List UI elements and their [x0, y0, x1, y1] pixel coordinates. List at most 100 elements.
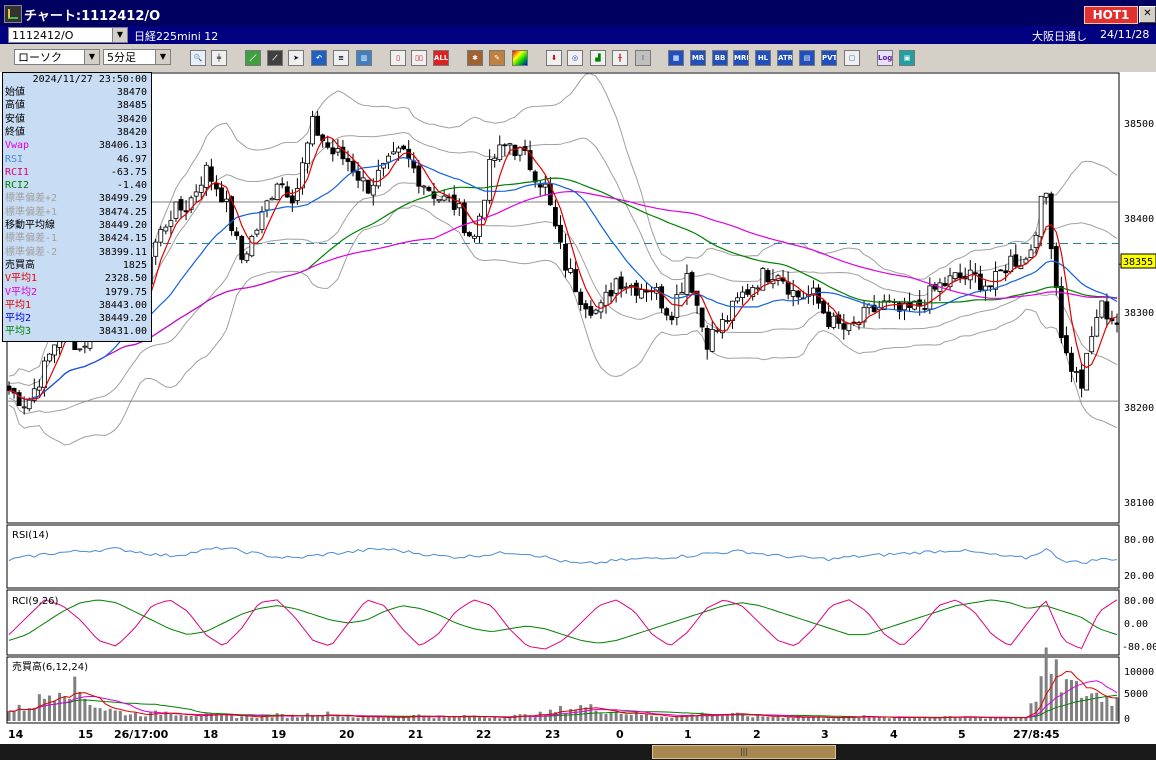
volume-bar [407, 717, 411, 721]
chevron-down-icon[interactable]: ▼ [155, 50, 170, 64]
candle-body [704, 327, 710, 350]
candle-body [158, 229, 164, 243]
candle-body [760, 268, 766, 291]
info-row: RCI2 -1.40 [5, 179, 149, 192]
draw-line-icon[interactable]: ／ [245, 50, 261, 66]
x-label-19: 19 [271, 728, 287, 741]
cursor-icon[interactable]: ➤ [288, 50, 304, 66]
volume-bar [108, 708, 112, 721]
candle-body [1003, 270, 1009, 274]
price-panel[interactable] [6, 72, 1120, 524]
hot-button[interactable]: HOT1 [1084, 6, 1138, 24]
mr-button[interactable]: MR [690, 50, 706, 66]
pvt-button[interactable]: PVT [821, 50, 837, 66]
volume-bar [199, 716, 203, 721]
x-label-21: 21 [408, 728, 424, 741]
chart-type-select[interactable]: ローソク ▼ [14, 49, 100, 65]
tool-icon[interactable]: ✎ [489, 50, 505, 66]
info-row-value: 38424.15 [98, 233, 147, 245]
trend-icon[interactable]: ⟋ [267, 50, 283, 66]
volume-bar [376, 716, 380, 721]
candle-body [421, 185, 427, 188]
info-row-label: 平均2 [5, 313, 32, 325]
color-icon[interactable] [512, 50, 528, 66]
rsi-panel[interactable] [6, 524, 1120, 589]
info-row-value: 38399.11 [98, 246, 147, 258]
volume-bar [1004, 717, 1008, 721]
volume-bar [791, 717, 795, 721]
volume-bar [290, 714, 294, 721]
bb-button[interactable]: BB [712, 50, 728, 66]
volume-bar [452, 716, 456, 721]
info-row-label: 標準偏差+2 [5, 193, 58, 205]
trash-icon[interactable]: ▥ [356, 50, 372, 66]
stack-icon[interactable]: ▤ [799, 50, 815, 66]
volume-bar [943, 716, 947, 721]
candle-icon[interactable]: ▯ [390, 50, 406, 66]
close-icon[interactable]: ✕ [1139, 6, 1156, 23]
candle-body [310, 116, 315, 145]
candle-body [441, 195, 447, 201]
volume-bar [624, 714, 628, 721]
volume-bar [609, 711, 613, 721]
volume-bar [316, 716, 320, 721]
undo-icon[interactable]: ↶ [311, 50, 327, 66]
chevron-down-icon[interactable]: ▼ [84, 50, 99, 64]
info-icon[interactable]: ! [635, 50, 651, 66]
candle-body [664, 308, 670, 316]
volume-bar [356, 717, 360, 721]
log-button[interactable]: Log [877, 50, 893, 66]
candle-body [16, 392, 22, 407]
volume-bar [174, 715, 178, 721]
candle-body [330, 147, 336, 155]
volume-bar [498, 718, 502, 721]
volume-bar [118, 710, 122, 721]
current-price-value: 38355 [1123, 257, 1153, 268]
zoom-icon[interactable]: 🔍 [190, 50, 206, 66]
rci-panel[interactable] [6, 589, 1120, 656]
note-icon[interactable]: ≡ [333, 50, 349, 66]
mre-button[interactable]: MRE [733, 50, 749, 66]
atr-button[interactable]: ATR [777, 50, 793, 66]
volume-bar [1085, 696, 1089, 721]
chart-svg[interactable]: 38500 38400 38300 38200 38100 38355 RSI(… [0, 72, 1156, 744]
volume-bar [321, 715, 325, 721]
volume-bar [12, 711, 16, 721]
hl-button[interactable]: HL [755, 50, 771, 66]
volume-bar [7, 710, 11, 721]
info-row-label: 高値 [5, 100, 25, 112]
volume-bar [695, 715, 699, 721]
compare-icon[interactable]: ▯▯ [411, 50, 427, 66]
candle-body [1094, 317, 1100, 337]
arrow-down-icon[interactable]: ⬇ [546, 50, 562, 66]
all-button[interactable]: ALL [433, 50, 449, 66]
candle-body [553, 207, 558, 227]
volume-bar [776, 715, 780, 721]
candle-body [790, 290, 796, 297]
candle-body [6, 385, 12, 391]
scrollbar-thumb[interactable]: ||| [652, 745, 836, 759]
volume-bar [710, 714, 714, 721]
magnify-chart-icon[interactable]: ◎ [567, 50, 583, 66]
candle-body [26, 399, 32, 410]
volume-bar [806, 717, 810, 721]
price-tick-38100: 38100 [1124, 498, 1154, 509]
frame-icon[interactable]: ▢ [844, 50, 860, 66]
settings-icon[interactable]: ✱ [467, 50, 483, 66]
volume-bar [1105, 696, 1109, 721]
bars-icon[interactable]: ▟ [590, 50, 606, 66]
horizontal-scrollbar[interactable]: ||| [0, 744, 1156, 760]
export-icon[interactable]: ▣ [899, 50, 915, 66]
crosshair-icon[interactable]: ╪ [211, 50, 227, 66]
symbol-code-select[interactable]: 1112412/O ▼ [8, 27, 128, 43]
candle-body [1028, 249, 1034, 258]
candle-body [952, 272, 958, 279]
interval-select[interactable]: 5分足 ▼ [103, 49, 171, 65]
volume-bar [604, 713, 608, 721]
chevron-down-icon[interactable]: ▼ [112, 28, 127, 42]
candle-body [1089, 336, 1095, 353]
grid-icon[interactable]: ▦ [668, 50, 684, 66]
volume-bar [351, 717, 355, 721]
split-icon[interactable]: ╫ [612, 50, 628, 66]
chart-area[interactable]: 38500 38400 38300 38200 38100 38355 RSI(… [0, 72, 1156, 744]
